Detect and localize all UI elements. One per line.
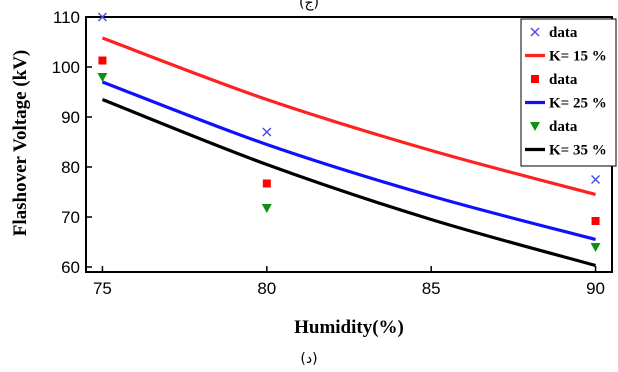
series-line-1 [101, 36, 596, 197]
legend-swatch-0-stroke-b [530, 27, 540, 37]
legend-label-2: data [549, 72, 578, 88]
legend: data K= 15 % data K= 25 % data K= 35 % [520, 18, 617, 167]
y-tick-label-2: 80 [61, 158, 80, 177]
series-line-5 [101, 98, 596, 268]
y-tick-label-3: 90 [61, 108, 80, 127]
legend-swatch-4 [530, 122, 540, 131]
x-tick-label-1: 80 [257, 279, 276, 298]
x-tick-label-0: 75 [93, 279, 112, 298]
data-point-s4-0 [97, 73, 108, 82]
legend-label-3: K= 25 % [549, 96, 607, 112]
legend-label-5: K= 35 % [549, 143, 607, 159]
y-tick-label-0: 60 [61, 258, 80, 277]
data-point-s0-2-stroke-b [591, 175, 601, 184]
y-tick-label-4: 100 [52, 58, 80, 77]
legend-label-0: data [549, 25, 578, 41]
caption-bottom: (د) [300, 351, 317, 367]
data-point-s0-1-stroke-b [262, 127, 272, 137]
y-tick-label-5: 110 [53, 8, 80, 27]
data-point-s0-0 [97, 12, 107, 22]
x-axis-title: Humidity(%) [294, 317, 404, 338]
x-tick-label-3: 90 [586, 279, 605, 298]
data-point-s0-2 [591, 175, 601, 184]
y-axis-title: Flashover Voltage (kV) [10, 50, 31, 236]
data-point-s0-1 [262, 127, 272, 137]
caption-top: (ج) [299, 0, 319, 11]
legend-swatch-2 [531, 75, 539, 83]
data-point-s2-1 [262, 179, 271, 188]
data-point-s0-0-stroke-b [97, 12, 107, 22]
data-point-s4-1 [261, 204, 272, 213]
y-tick-label-1: 70 [61, 208, 80, 227]
data-point-s2-0 [98, 56, 107, 65]
legend-label-1: K= 15 % [549, 49, 607, 65]
legend-swatch-0 [530, 27, 540, 37]
legend-label-4: data [549, 119, 578, 135]
x-tick-label-2: 85 [422, 279, 441, 298]
legend-box [520, 18, 617, 167]
data-layer [97, 12, 601, 268]
data-point-s2-2 [591, 217, 600, 225]
plot-layer: 75 80 85 90 60 70 80 90 100 110 [52, 8, 613, 298]
series-line-3 [101, 80, 596, 242]
data-point-s4-2 [590, 243, 601, 252]
